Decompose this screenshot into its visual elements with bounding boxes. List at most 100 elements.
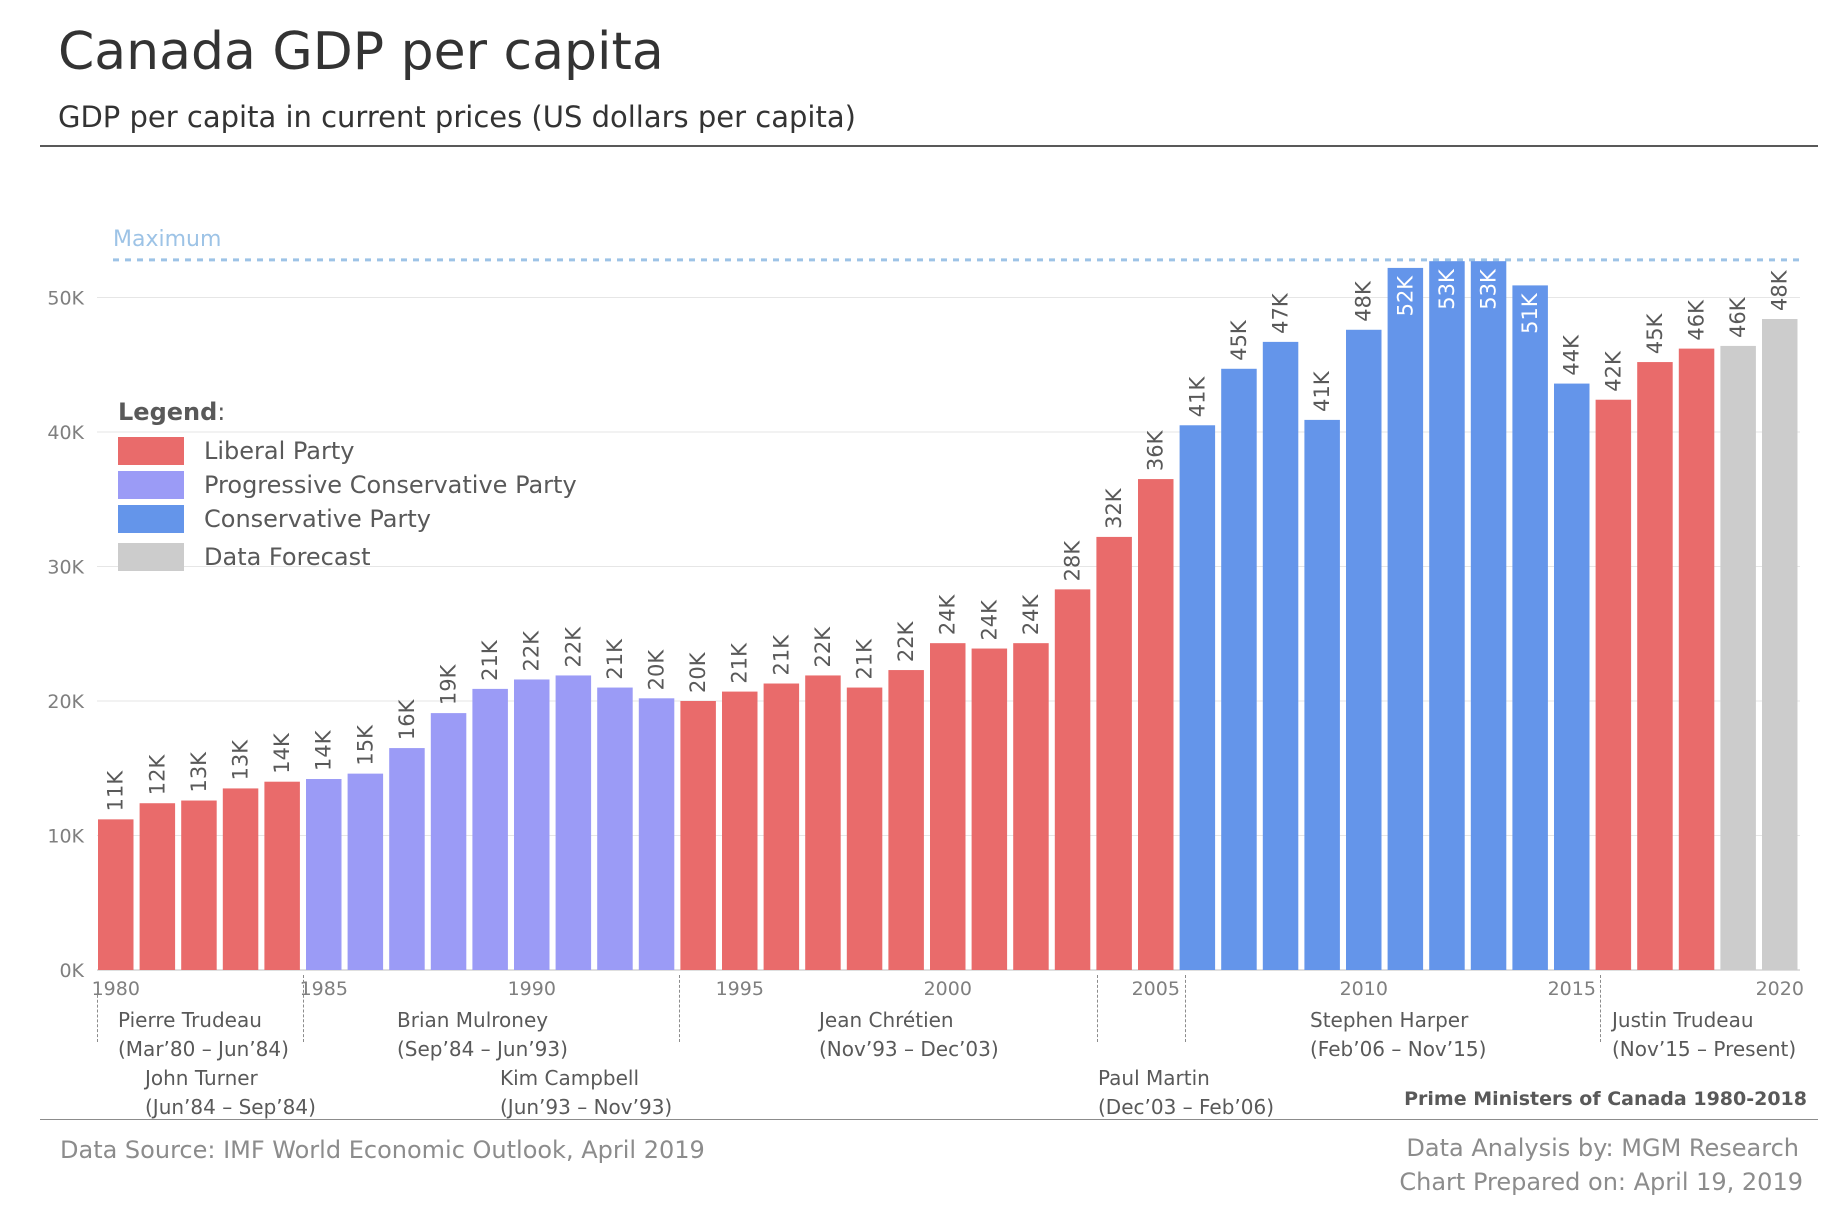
y-tick-label: 0K [59,960,84,982]
x-tick-label: 2010 [1340,978,1388,1000]
data-label: 45K [1227,319,1251,361]
pm-separator [303,975,304,1042]
legend-heading: Legend: [118,398,226,426]
data-label: 13K [187,751,211,793]
legend: Legend: Liberal Party Progressive Conser… [118,398,577,574]
header-rule [40,145,1818,147]
y-tick-label: 50K [47,288,84,310]
data-label: 28K [1061,540,1085,582]
bar [514,679,550,970]
bar [1762,319,1798,970]
pm-separator [97,985,98,1042]
data-label: 22K [561,626,585,668]
data-label: 14K [312,729,336,771]
data-label: 21K [769,634,793,676]
bar [1720,345,1756,970]
data-label: 21K [728,642,752,684]
maximum-label: Maximum [113,227,221,252]
legend-swatch-liberal [118,437,184,465]
bar [1595,399,1632,971]
data-label: 21K [853,638,877,680]
bar [888,670,924,970]
data-label: 14K [270,732,294,774]
data-label: 12K [145,753,169,795]
data-label: 19K [437,663,461,705]
data-label: 42K [1601,350,1625,392]
bar [472,688,508,970]
data-label: 51K [1518,292,1542,334]
data-label: 44K [1560,334,1584,376]
legend-swatch-conservative [118,505,184,533]
pm-separator [1097,975,1098,1042]
pm-heading: Prime Ministers of Canada 1980-2018 [1404,1088,1807,1110]
bar [1429,261,1465,970]
data-label: 15K [353,724,377,766]
bar [1054,589,1091,970]
x-tick-label: 1985 [300,978,348,1000]
pm-name: Brian Mulroney [397,1008,549,1032]
chart-title: Canada GDP per capita [58,22,664,82]
bar [222,788,259,970]
pm-label-paul-martin: Paul Martin (Dec’03 – Feb’06) [1098,1064,1274,1122]
pm-label-jean-chretien: Jean Chrétien (Nov’93 – Dec’03) [819,1006,999,1064]
data-label: 22K [520,630,544,672]
data-label: 32K [1102,487,1126,529]
bar [722,691,758,970]
bar [306,779,342,970]
data-label: 47K [1269,292,1293,334]
bar [1138,479,1174,970]
x-tick-label: 2020 [1756,978,1804,1000]
pm-label-stephen-harper: Stephen Harper (Feb’06 – Nov’15) [1310,1006,1486,1064]
bar [347,773,384,970]
bar [1554,383,1590,971]
bar [638,698,675,970]
bar [1096,536,1132,970]
legend-label: Progressive Conservative Party [204,471,577,499]
legend-item-forecast: Data Forecast [118,540,577,574]
pm-label-brian-mulroney: Brian Mulroney (Sep’84 – Jun’93) [397,1006,568,1064]
x-tick-label: 1990 [508,978,556,1000]
data-label: 48K [1352,280,1376,322]
pm-term: (Nov’15 – Present) [1612,1037,1797,1061]
legend-item-conservative: Conservative Party [118,502,577,536]
data-label: 52K [1393,275,1417,317]
pm-separator [679,975,680,1042]
data-label: 53K [1435,268,1459,310]
pm-term: (Jun’93 – Nov’93) [500,1095,673,1119]
data-label: 16K [395,698,419,740]
bar [1678,348,1715,970]
data-label: 20K [645,649,669,691]
pm-separator [1600,975,1601,1042]
bar [1179,425,1216,970]
x-tick-label: 2000 [924,978,972,1000]
pm-name: Paul Martin [1098,1066,1210,1090]
bar [181,800,217,970]
legend-swatch-forecast [118,543,184,571]
pm-name: Pierre Trudeau [118,1008,262,1032]
pm-label-kim-campbell: Kim Campbell (Jun’93 – Nov’93) [500,1064,672,1122]
chart-subtitle: GDP per capita in current prices (US dol… [58,100,856,134]
pm-label-john-turner: John Turner (Jun’84 – Sep’84) [145,1064,316,1122]
y-tick-label: 40K [47,422,84,444]
pm-label-pierre-trudeau: Pierre Trudeau (Mar’80 – Jun’84) [118,1006,289,1064]
bar [763,683,800,970]
bar [1387,267,1424,970]
pm-term: (Dec’03 – Feb’06) [1098,1095,1275,1119]
data-label: 22K [811,626,835,668]
data-label: 22K [894,620,918,662]
pm-name: John Turner [145,1066,258,1090]
y-tick-label: 10K [47,826,84,848]
y-tick-label: 20K [47,691,84,713]
legend-label: Liberal Party [204,437,355,465]
data-label: 13K [229,739,253,781]
data-label: 45K [1643,312,1667,354]
data-label: 11K [104,770,128,812]
pm-name: Kim Campbell [500,1066,640,1090]
footer-rule [40,1119,1818,1120]
data-label: 21K [603,638,627,680]
bar [1013,643,1049,970]
bar [1470,261,1507,970]
bar [1346,329,1382,970]
x-tick-label: 1980 [92,978,140,1000]
